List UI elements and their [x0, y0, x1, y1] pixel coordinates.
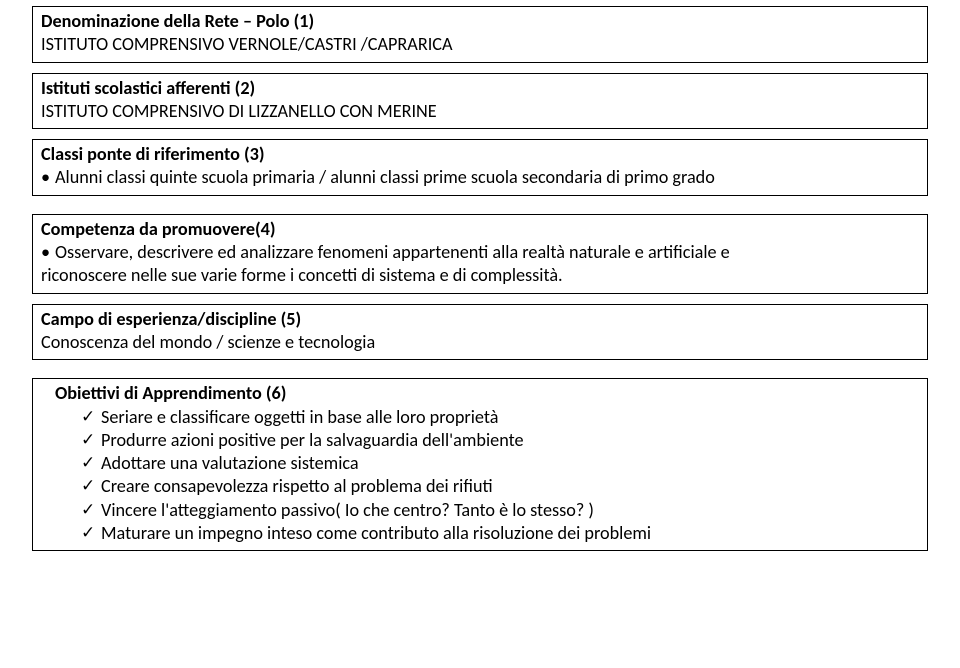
box3-bullet: • Alunni classi quinte scuola primaria /…: [41, 166, 919, 189]
checkmark-icon: ✓: [79, 406, 101, 428]
obj-item-1: ✓ Seriare e classificare oggetti in base…: [41, 406, 919, 429]
box4-title: Competenza da promuovere(4): [41, 218, 919, 241]
obj-item-5-text: Vincere l'atteggiamento passivo( Io che …: [101, 499, 594, 522]
box5-title: Campo di esperienza/discipline (5): [41, 308, 919, 331]
box-istituti: Istituti scolastici afferenti (2) ISTITU…: [32, 73, 928, 130]
box5-line1: Conoscenza del mondo / scienze e tecnolo…: [41, 331, 919, 354]
box-competenza: Competenza da promuovere(4) • Osservare,…: [32, 214, 928, 294]
obj-item-6: ✓ Maturare un impegno inteso come contri…: [41, 522, 919, 545]
box1-subtitle: ISTITUTO COMPRENSIVO VERNOLE/CASTRI /CAP…: [41, 33, 919, 56]
box1-title: Denominazione della Rete – Polo (1): [41, 10, 919, 33]
box-obiettivi: Obiettivi di Apprendimento (6) ✓ Seriare…: [32, 378, 928, 551]
obj-item-6-text: Maturare un impegno inteso come contribu…: [101, 522, 651, 545]
checkmark-icon: ✓: [79, 522, 101, 544]
obj-item-3: ✓ Adottare una valutazione sistemica: [41, 452, 919, 475]
obj-item-2-text: Produrre azioni positive per la salvagua…: [101, 429, 524, 452]
box3-bullet-text: Alunni classi quinte scuola primaria / a…: [55, 166, 715, 189]
checkmark-icon: ✓: [79, 475, 101, 497]
box4-bullet-line2: riconoscere nelle sue varie forme i conc…: [41, 264, 919, 287]
box3-title: Classi ponte di riferimento (3): [41, 143, 919, 166]
checkmark-icon: ✓: [79, 429, 101, 451]
checkmark-icon: ✓: [79, 452, 101, 474]
obj-item-4-text: Creare consapevolezza rispetto al proble…: [101, 475, 493, 498]
box-campo-esperienza: Campo di esperienza/discipline (5) Conos…: [32, 304, 928, 361]
obj-item-3-text: Adottare una valutazione sistemica: [101, 452, 359, 475]
box2-title: Istituti scolastici afferenti (2): [41, 77, 919, 100]
box-classi-ponte: Classi ponte di riferimento (3) • Alunni…: [32, 139, 928, 196]
box4-bullet-line1: • Osservare, descrivere ed analizzare fe…: [41, 241, 919, 264]
box2-line1: ISTITUTO COMPRENSIVO DI LIZZANELLO CON M…: [41, 100, 919, 123]
obj-item-1-text: Seriare e classificare oggetti in base a…: [101, 406, 498, 429]
bullet-dot-icon: •: [41, 241, 55, 264]
obj-item-2: ✓ Produrre azioni positive per la salvag…: [41, 429, 919, 452]
checkmark-icon: ✓: [79, 499, 101, 521]
obj-item-4: ✓ Creare consapevolezza rispetto al prob…: [41, 475, 919, 498]
bullet-dot-icon: •: [41, 166, 55, 189]
obj-item-5: ✓ Vincere l'atteggiamento passivo( Io ch…: [41, 499, 919, 522]
box4-text1: Osservare, descrivere ed analizzare feno…: [55, 241, 730, 264]
box-denominazione: Denominazione della Rete – Polo (1) ISTI…: [32, 6, 928, 63]
box6-title: Obiettivi di Apprendimento (6): [41, 382, 919, 405]
